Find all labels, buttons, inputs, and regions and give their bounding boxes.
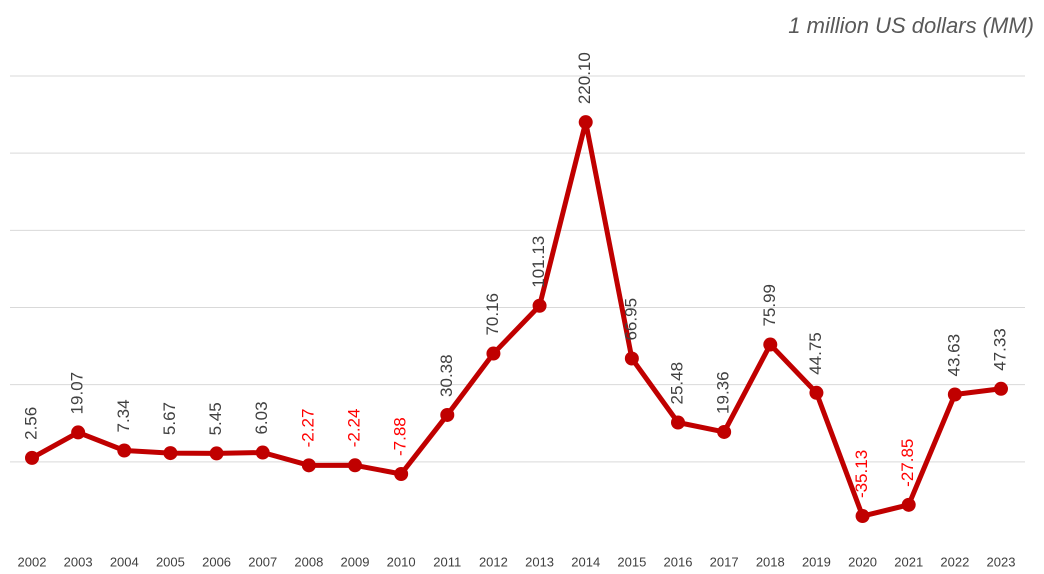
x-tick-label: 2006 <box>202 554 231 569</box>
x-tick-label: 2010 <box>387 554 416 569</box>
data-label: -2.27 <box>298 409 317 448</box>
data-label: -27.85 <box>898 439 917 487</box>
marker <box>717 424 732 439</box>
data-label: 66.95 <box>621 298 640 341</box>
chart-subtitle: 1 million US dollars (MM) <box>788 13 1034 38</box>
x-tick-label: 2008 <box>294 554 323 569</box>
data-label: 5.45 <box>206 402 225 435</box>
marker <box>532 298 547 313</box>
marker <box>25 450 39 465</box>
data-label: 220.10 <box>575 52 594 104</box>
marker <box>348 458 362 473</box>
marker <box>486 346 501 361</box>
x-tick-label: 2023 <box>987 554 1016 569</box>
data-label: -2.24 <box>344 409 363 448</box>
data-label: 25.48 <box>667 362 686 405</box>
marker <box>994 381 1008 396</box>
data-label: 70.16 <box>483 293 502 336</box>
x-tick-label: 2011 <box>433 554 461 569</box>
x-tick-label: 2013 <box>525 554 554 569</box>
data-label: 47.33 <box>990 328 1009 371</box>
x-tick-label: 2005 <box>156 554 185 569</box>
x-tick-label: 2004 <box>110 554 139 569</box>
x-tick-label: 2002 <box>18 554 47 569</box>
data-label: 19.07 <box>68 372 87 415</box>
x-tick-label: 2016 <box>664 554 693 569</box>
marker <box>901 497 916 512</box>
x-tick-label: 2022 <box>940 554 969 569</box>
data-label: 19.36 <box>714 371 733 414</box>
data-label: 30.38 <box>437 354 456 397</box>
marker <box>578 115 593 130</box>
marker <box>209 446 224 461</box>
marker <box>394 466 409 481</box>
marker <box>624 351 639 366</box>
marker <box>763 337 778 352</box>
data-label: 44.75 <box>806 332 825 375</box>
marker <box>71 425 86 440</box>
data-label: 101.13 <box>529 236 548 288</box>
marker <box>855 509 870 524</box>
x-tick-label: 2009 <box>341 554 370 569</box>
marker <box>809 385 824 400</box>
x-tick-label: 2020 <box>848 554 877 569</box>
x-tick-label: 2007 <box>248 554 277 569</box>
marker <box>163 446 178 461</box>
marker <box>117 443 132 458</box>
data-label: 2.56 <box>21 407 40 440</box>
data-label: -35.13 <box>852 450 871 498</box>
marker <box>440 407 455 422</box>
x-tick-label: 2018 <box>756 554 785 569</box>
x-tick-label: 2003 <box>64 554 93 569</box>
marker <box>301 458 316 473</box>
marker <box>947 387 962 402</box>
x-tick-label: 2017 <box>710 554 739 569</box>
marker <box>671 415 685 430</box>
marker <box>255 445 270 460</box>
line <box>30 119 1002 519</box>
data-label: -7.88 <box>391 417 410 456</box>
x-tick-label: 2014 <box>571 554 600 569</box>
x-tick-label: 2021 <box>894 554 923 569</box>
x-tick-label: 2015 <box>617 554 646 569</box>
data-label: 7.34 <box>114 399 133 432</box>
data-label: 6.03 <box>252 401 271 434</box>
data-label: 75.99 <box>760 284 779 327</box>
x-tick-label: 2012 <box>479 554 508 569</box>
x-tick-label: 2019 <box>802 554 831 569</box>
data-label: 5.67 <box>160 402 179 435</box>
data-label: 43.63 <box>944 334 963 377</box>
